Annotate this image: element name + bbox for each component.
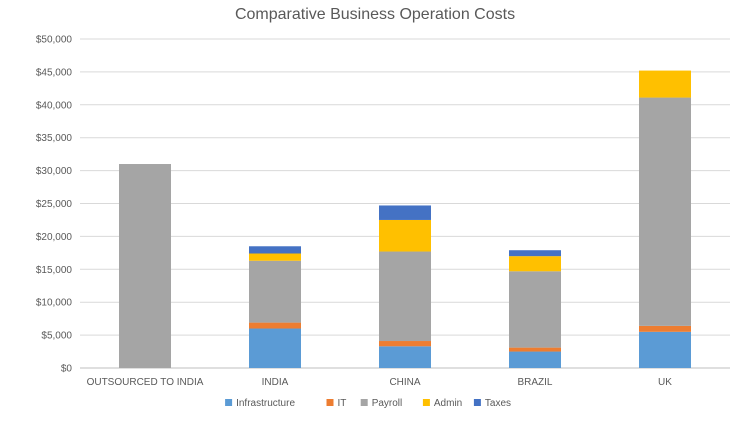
bar-segment: [119, 164, 171, 368]
x-tick-label: UK: [658, 377, 672, 388]
legend-item: IT: [326, 398, 347, 409]
legend-label: IT: [338, 398, 347, 409]
bar-segment: [509, 347, 561, 352]
y-tick-label: $50,000: [36, 35, 73, 46]
bar-segment: [639, 70, 691, 98]
bar-segment: [509, 250, 561, 257]
bar-segment: [639, 325, 691, 332]
legend-label: Payroll: [372, 398, 403, 409]
bar-segment: [509, 256, 561, 272]
legend-swatch: [473, 399, 481, 406]
legend-item: Payroll: [360, 398, 403, 409]
y-tick-label: $5,000: [41, 331, 72, 342]
y-tick-label: $30,000: [36, 166, 73, 177]
x-tick-label: BRAZIL: [517, 377, 552, 388]
legend-label: Admin: [434, 398, 462, 409]
legend-swatch: [422, 399, 430, 406]
y-axis: $0 $5,000 $10,000 $15,000 $20,000 $25,000 $30,…: [36, 35, 73, 375]
bar-segment: [379, 205, 431, 220]
y-tick-label: $10,000: [36, 298, 73, 309]
y-tick-label: $45,000: [36, 67, 73, 78]
y-tick-label: $40,000: [36, 100, 73, 111]
bar-segment: [379, 341, 431, 347]
x-axis: OUTSOURCED TO INDIA INDIA CHINA BRAZIL UK: [87, 377, 673, 388]
bar-segment: [379, 219, 431, 252]
bar-segment: [509, 271, 561, 348]
bar-segment: [379, 251, 431, 342]
bar-segment: [249, 246, 301, 254]
bar-segment: [249, 322, 301, 329]
legend-label: Infrastructure: [236, 398, 295, 409]
bar-segment: [509, 351, 561, 368]
bar-segment: [249, 253, 301, 261]
legend-swatch: [360, 399, 368, 406]
y-tick-label: $15,000: [36, 265, 73, 276]
legend: Infrastructure IT Payroll Admin Taxes: [225, 398, 511, 409]
legend-swatch: [225, 399, 233, 406]
bars: [119, 70, 691, 368]
bar-segment: [249, 328, 301, 368]
bar-segment: [379, 346, 431, 368]
legend-label: Taxes: [485, 398, 511, 409]
y-tick-label: $0: [61, 364, 73, 375]
legend-item: Taxes: [473, 398, 511, 409]
y-tick-label: $35,000: [36, 133, 73, 144]
bar-segment: [639, 97, 691, 326]
bar-segment: [639, 331, 691, 368]
x-tick-label: OUTSOURCED TO INDIA: [87, 377, 204, 388]
y-tick-label: $20,000: [36, 232, 73, 243]
x-tick-label: CHINA: [389, 377, 420, 388]
legend-swatch: [326, 399, 334, 406]
legend-item: Admin: [422, 398, 462, 409]
y-tick-label: $25,000: [36, 199, 73, 210]
chart-title: Comparative Business Operation Costs: [234, 6, 516, 23]
legend-item: Infrastructure: [225, 398, 295, 409]
bar-segment: [249, 260, 301, 323]
x-tick-label: INDIA: [262, 377, 289, 388]
